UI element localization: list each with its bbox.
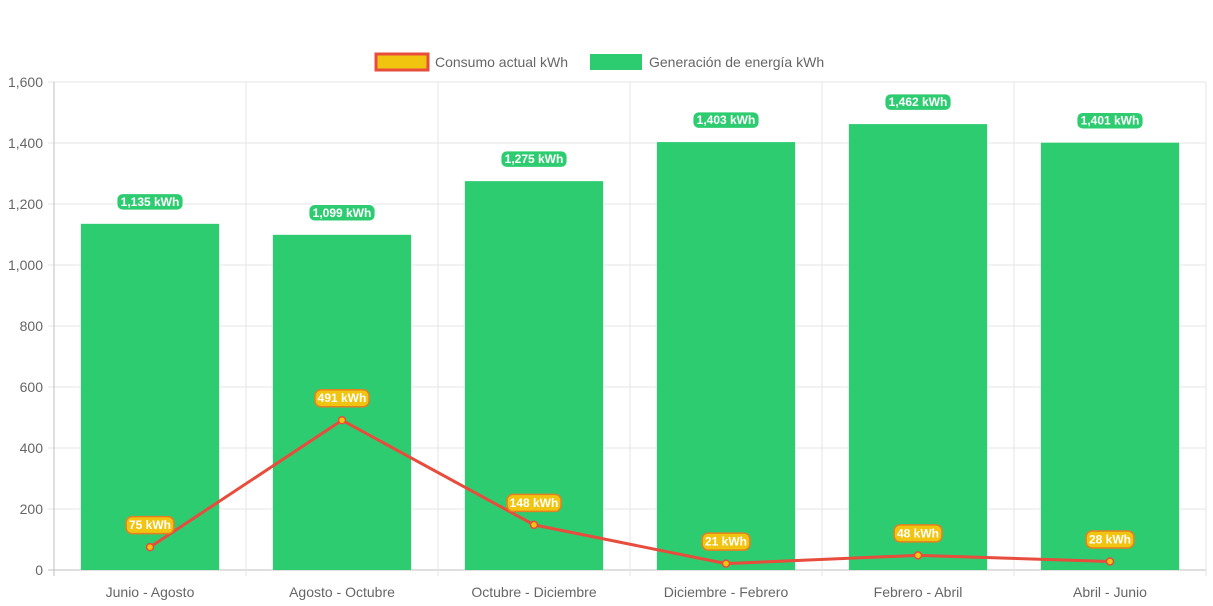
bar-value-label: 1,401 kWh: [1075, 111, 1145, 130]
grid: [48, 81, 1207, 576]
y-tick-label: 1,000: [8, 257, 43, 273]
y-tick-label: 1,200: [8, 196, 43, 212]
line-path: [149, 418, 1111, 566]
y-tick-label: 800: [20, 318, 44, 334]
line-series: [145, 415, 1115, 568]
line-value-label-bg: [701, 532, 751, 551]
line-value-label: 148 kWh: [506, 493, 562, 513]
y-tick-label: 400: [20, 440, 44, 456]
line-value-label: 21 kWh: [701, 532, 751, 551]
bar-value-label-bg: [499, 149, 569, 169]
line-point[interactable]: [721, 559, 731, 568]
bars: [80, 124, 1180, 570]
line-value-label-bg: [125, 515, 175, 535]
legend-label-generacion: Generación de energía kWh: [649, 54, 824, 70]
axes: 0 200 400 600 800 1,000 1,200 1,400 1,600 Junio -…: [8, 74, 1147, 600]
data-labels: 1,135 kWh 1,099 kWh 1,275 kWh 1,403 kWh 1,46…: [115, 92, 1145, 551]
bar[interactable]: [848, 124, 988, 570]
line-value-label-bg: [506, 493, 562, 513]
bar-value-label-bg: [115, 192, 185, 212]
x-tick-label: Febrero - Abril: [874, 584, 963, 600]
line-value-label-text: 75 kWh: [129, 518, 171, 532]
line-value-label-text: 148 kWh: [510, 496, 559, 510]
x-tick-label: Abril - Junio: [1073, 584, 1147, 600]
legend-label-consumo: Consumo actual kWh: [435, 54, 568, 70]
bar-value-label-text: 1,462 kWh: [889, 95, 948, 109]
bar[interactable]: [1040, 142, 1180, 570]
y-tick-label: 0: [35, 562, 43, 578]
legend: Consumo actual kWh Generación de energía…: [374, 52, 824, 72]
line-point[interactable]: [337, 415, 347, 425]
bar-value-label: 1,135 kWh: [115, 192, 185, 212]
line-value-label-bg: [893, 524, 943, 543]
y-tick-label: 1,600: [8, 74, 43, 90]
bar[interactable]: [80, 223, 220, 570]
line-value-label-bg: [314, 388, 370, 408]
line-value-label: 491 kWh: [314, 388, 370, 408]
line-value-label-text: 48 kWh: [897, 526, 939, 540]
bar-value-label: 1,403 kWh: [691, 110, 761, 130]
legend-item-consumo[interactable]: Consumo actual kWh: [374, 52, 568, 72]
bar-value-label-text: 1,275 kWh: [505, 152, 564, 166]
line-value-label: 75 kWh: [125, 515, 175, 535]
bar-value-label-text: 1,401 kWh: [1081, 114, 1140, 128]
bar-value-label: 1,099 kWh: [307, 203, 377, 223]
bar-value-label-bg: [1075, 111, 1145, 130]
legend-swatch-consumo: [374, 52, 430, 72]
line-value-label-text: 491 kWh: [318, 391, 367, 405]
x-tick-label: Diciembre - Febrero: [664, 584, 789, 600]
bar-value-label-bg: [883, 92, 953, 112]
line-value-label: 48 kWh: [893, 524, 943, 543]
y-tick-label: 600: [20, 379, 44, 395]
bar-value-label: 1,462 kWh: [883, 92, 953, 112]
bar-value-label-bg: [691, 110, 761, 130]
line-point[interactable]: [1105, 557, 1115, 566]
line-value-label-text: 28 kWh: [1089, 532, 1131, 546]
x-tick-label: Agosto - Octubre: [289, 584, 395, 600]
bar-value-label: 1,275 kWh: [499, 149, 569, 169]
bar-value-label-text: 1,403 kWh: [697, 113, 756, 127]
line-point[interactable]: [145, 542, 155, 552]
bar[interactable]: [656, 142, 796, 570]
x-tick-label: Octubre - Diciembre: [471, 584, 596, 600]
line-value-label: 28 kWh: [1085, 530, 1135, 549]
bar-value-label-text: 1,099 kWh: [313, 206, 372, 220]
line-point[interactable]: [529, 520, 539, 530]
line-value-label-bg: [1085, 530, 1135, 549]
bar-value-label-bg: [307, 203, 377, 223]
legend-swatch-generacion: [590, 54, 642, 70]
y-tick-label: 200: [20, 501, 44, 517]
y-tick-label: 1,400: [8, 135, 43, 151]
bar-value-label-text: 1,135 kWh: [121, 195, 180, 209]
line-point[interactable]: [913, 551, 923, 560]
line-value-label-text: 21 kWh: [705, 535, 747, 549]
legend-item-generacion[interactable]: Generación de energía kWh: [590, 54, 824, 70]
x-tick-label: Junio - Agosto: [106, 584, 195, 600]
